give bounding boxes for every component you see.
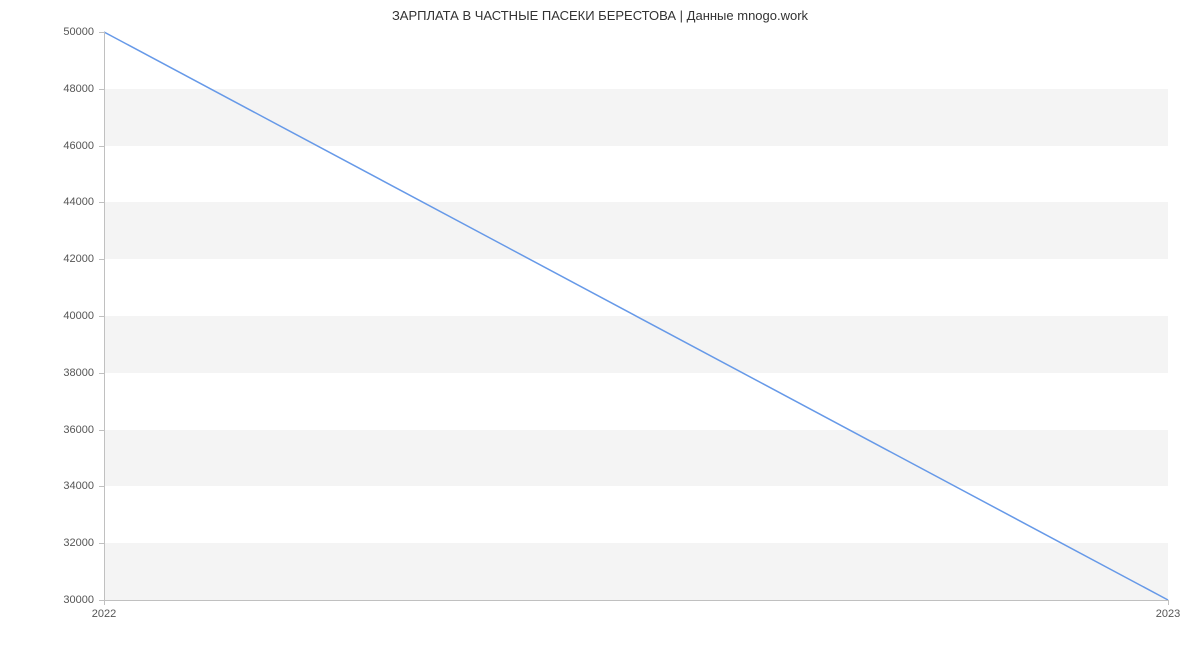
y-tick-mark [99,89,104,90]
y-tick-label: 38000 [0,367,94,379]
x-tick-mark [104,600,105,605]
plot-area [104,32,1168,600]
line-layer [104,32,1168,600]
y-tick-label: 48000 [0,83,94,95]
y-tick-label: 36000 [0,424,94,436]
y-tick-mark [99,430,104,431]
y-tick-mark [99,259,104,260]
y-tick-label: 44000 [0,196,94,208]
y-tick-mark [99,373,104,374]
x-tick-mark [1168,600,1169,605]
y-tick-label: 32000 [0,537,94,549]
y-tick-label: 50000 [0,26,94,38]
x-axis-line [104,600,1168,601]
y-axis-line [104,32,105,600]
y-tick-mark [99,543,104,544]
x-tick-label: 2022 [92,608,116,620]
series-line-salary [104,32,1168,600]
y-tick-mark [99,202,104,203]
y-tick-label: 30000 [0,594,94,606]
y-tick-label: 46000 [0,140,94,152]
y-tick-label: 42000 [0,253,94,265]
y-tick-mark [99,486,104,487]
y-tick-mark [99,316,104,317]
chart-title: ЗАРПЛАТА В ЧАСТНЫЕ ПАСЕКИ БЕРЕСТОВА | Да… [0,8,1200,23]
y-tick-mark [99,32,104,33]
salary-chart: ЗАРПЛАТА В ЧАСТНЫЕ ПАСЕКИ БЕРЕСТОВА | Да… [0,0,1200,650]
y-tick-label: 40000 [0,310,94,322]
x-tick-label: 2023 [1156,608,1180,620]
y-tick-mark [99,146,104,147]
y-tick-label: 34000 [0,480,94,492]
